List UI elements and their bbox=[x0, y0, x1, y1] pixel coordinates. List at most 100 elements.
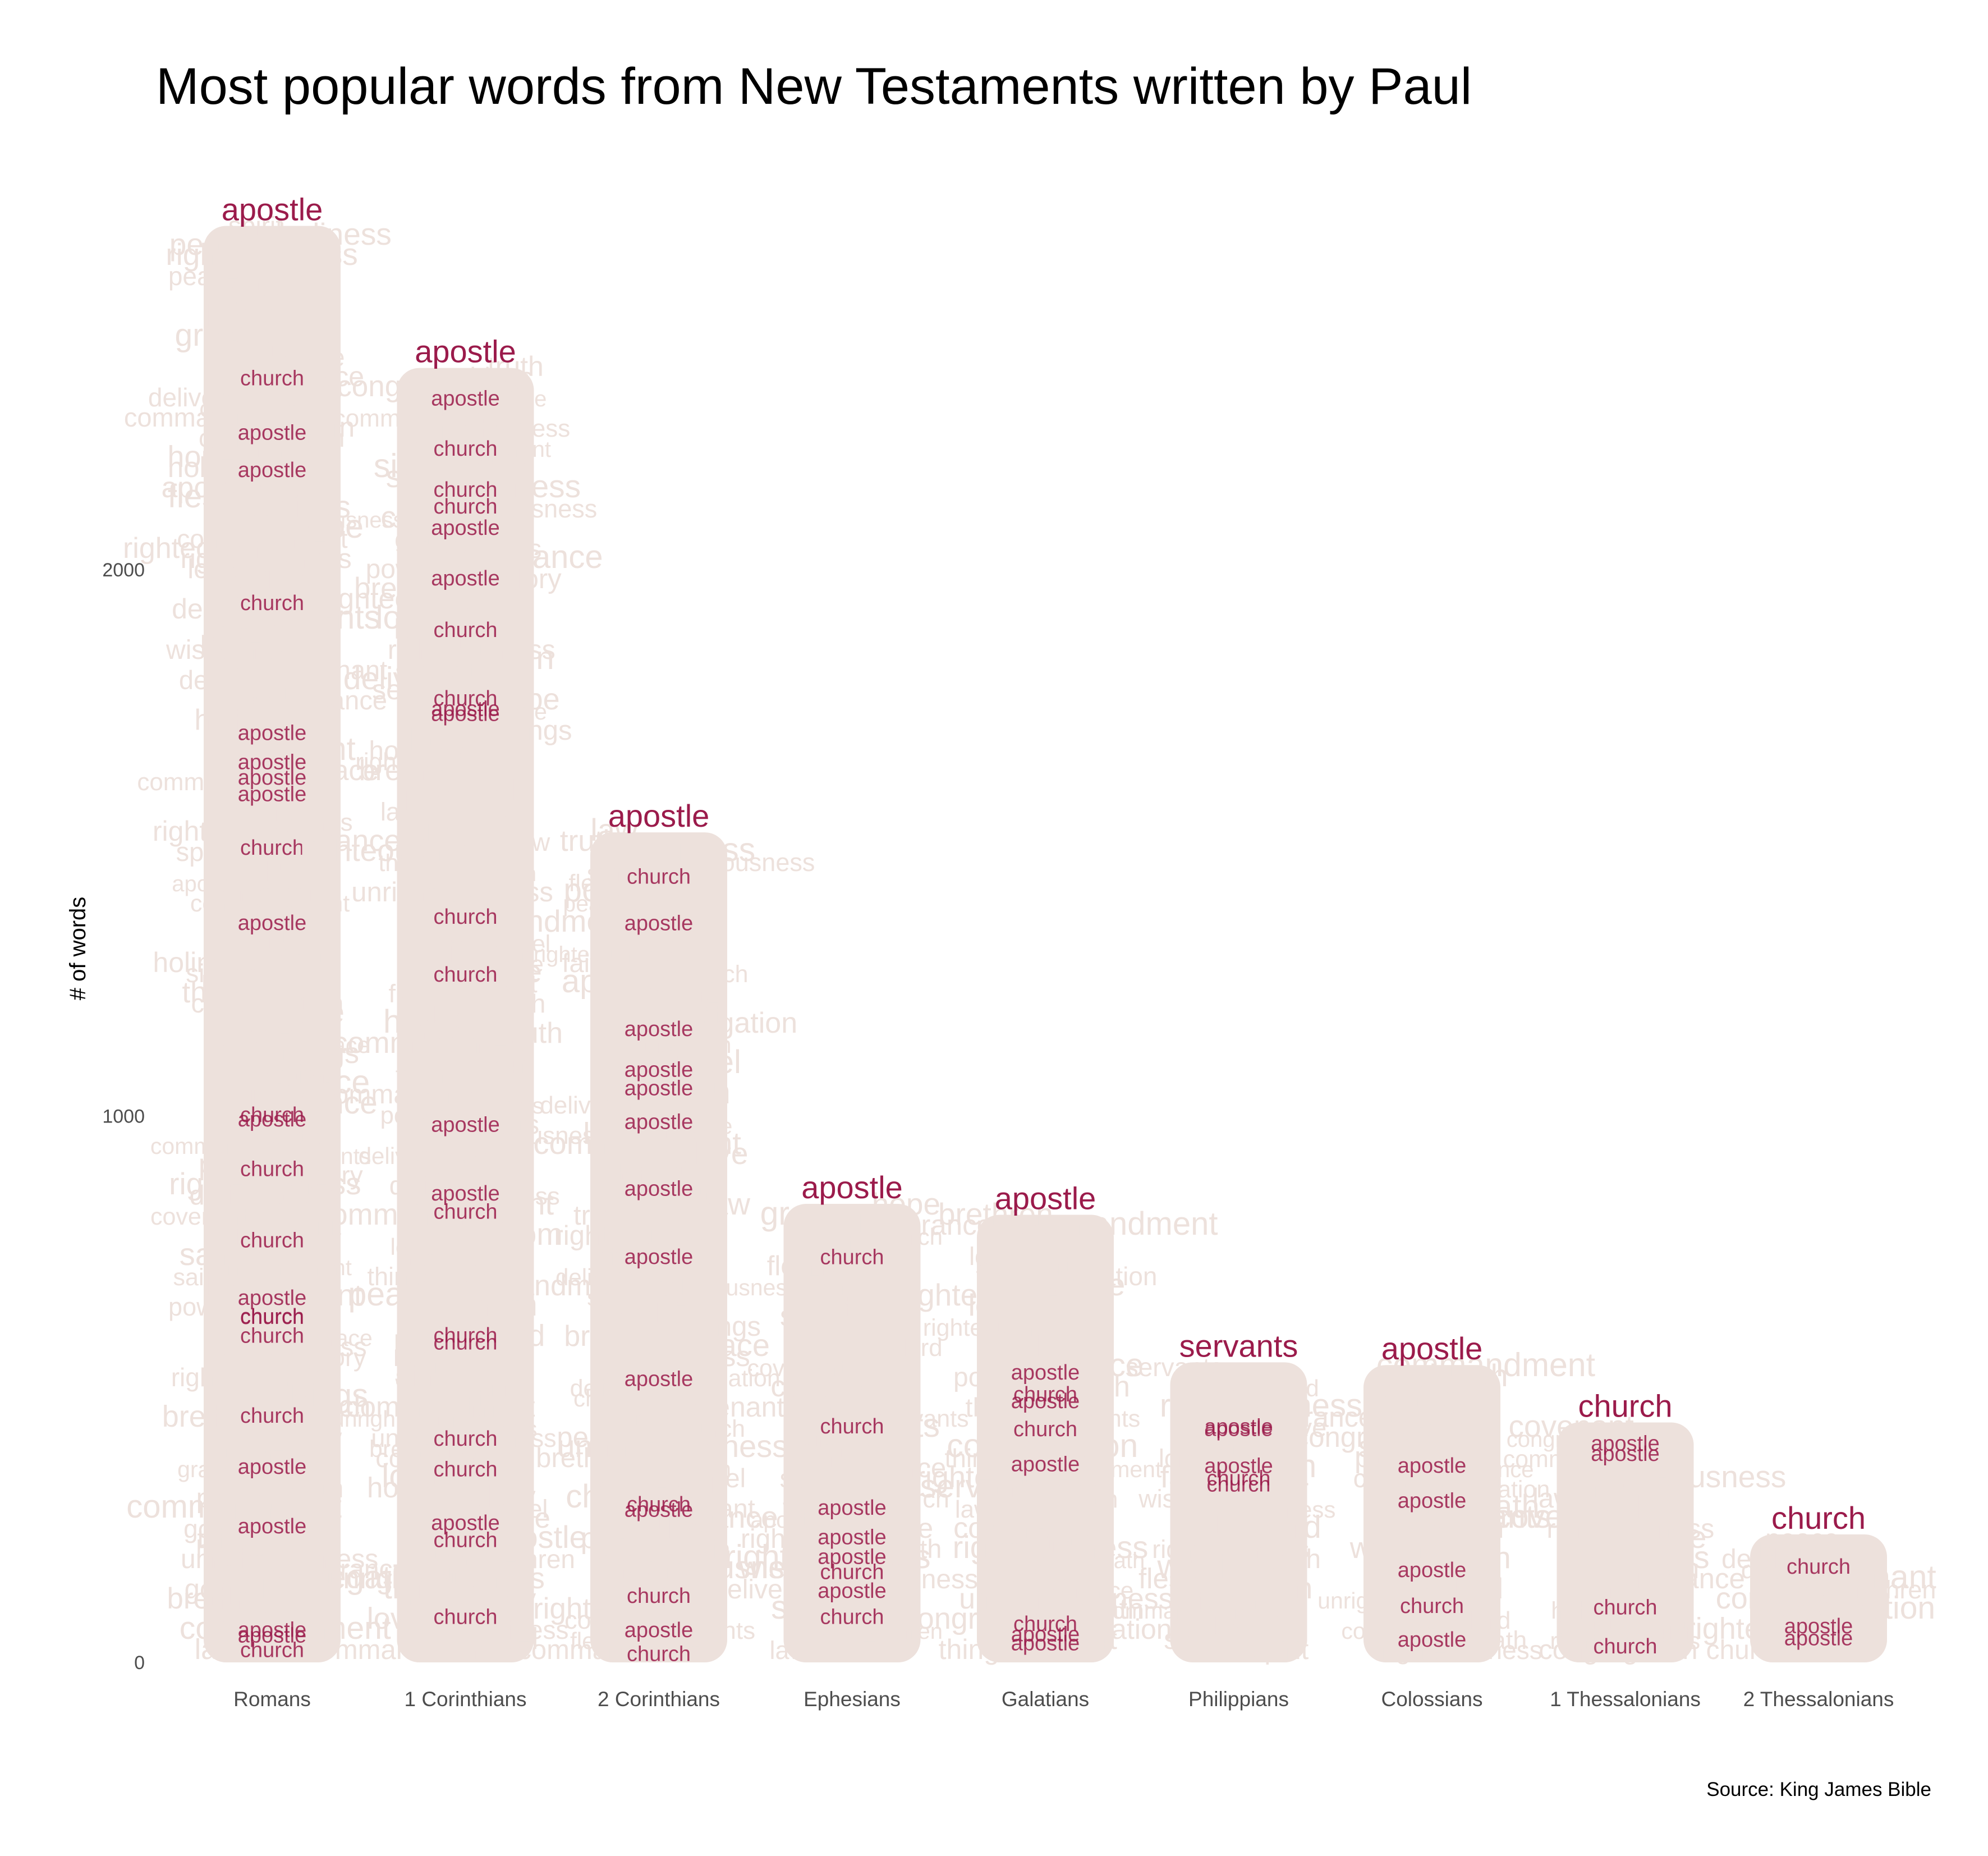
word-mark: holiness bbox=[474, 1615, 569, 1644]
word-mark-highlight: apostle bbox=[625, 1110, 694, 1134]
word-mark: servants bbox=[420, 1309, 532, 1342]
chart-caption: Source: King James Bible bbox=[1706, 1779, 1931, 1800]
word-mark: death bbox=[276, 1474, 343, 1504]
word-mark: glory bbox=[655, 1104, 704, 1129]
word-mark: brethren bbox=[644, 1032, 731, 1058]
word-mark: power bbox=[1033, 1302, 1105, 1331]
word-mark-highlight: church bbox=[433, 687, 497, 711]
word-mark: deliverance bbox=[540, 1092, 666, 1119]
word-mark-highlight: church bbox=[433, 1324, 497, 1348]
word-mark: righteousness bbox=[533, 1592, 718, 1625]
word-mark: spirit bbox=[1629, 1616, 1683, 1644]
word-mark-highlight: apostle bbox=[238, 459, 307, 482]
word-mark: sin bbox=[319, 411, 355, 443]
word-mark: wisdom bbox=[995, 1562, 1092, 1594]
word-mark-highlight: church bbox=[240, 592, 304, 615]
word-mark: law bbox=[393, 1345, 428, 1371]
word-mark: wrath bbox=[1587, 1455, 1649, 1483]
word-mark: lord bbox=[1159, 1444, 1201, 1473]
word-mark: wrath bbox=[1629, 1552, 1700, 1584]
word-mark: righteousness bbox=[355, 748, 509, 776]
word-mark: flesh bbox=[1012, 1407, 1082, 1444]
word-mark: lord bbox=[228, 1504, 272, 1533]
word-mark: servants bbox=[975, 1249, 1086, 1282]
word-mark: covenant bbox=[618, 979, 721, 1008]
word-mark: truth bbox=[1426, 1557, 1472, 1583]
word-mark-highlight: church bbox=[1206, 1473, 1270, 1496]
word-mark: grace bbox=[1779, 1624, 1849, 1655]
word-mark: church bbox=[874, 1484, 949, 1513]
word-mark: commandment bbox=[306, 1635, 488, 1665]
word-mark: lord bbox=[251, 1044, 306, 1080]
word-mark: lord bbox=[1454, 1573, 1503, 1605]
word-mark: unrighteousness bbox=[181, 1545, 378, 1574]
word-mark: things bbox=[197, 1524, 269, 1554]
word-mark: lord bbox=[204, 299, 253, 332]
word-mark: law bbox=[259, 251, 300, 281]
word-mark: deliverance bbox=[1231, 1401, 1374, 1433]
word-mark: apostle bbox=[623, 984, 722, 1019]
word-mark: truth bbox=[889, 1534, 942, 1564]
word-mark: faith bbox=[290, 1606, 337, 1634]
word-mark: righteousness bbox=[741, 1524, 908, 1554]
x-tick-label: Philippians bbox=[1188, 1688, 1289, 1711]
word-mark: deliverance bbox=[246, 824, 401, 858]
word-mark: apostle bbox=[251, 1124, 323, 1149]
word-column: law hopebrethrenhopeservantshopedeliveran… bbox=[712, 1170, 993, 1665]
word-mark: peace bbox=[1765, 1524, 1839, 1554]
word-mark-highlight: church bbox=[433, 1528, 497, 1552]
word-mark: peace bbox=[301, 754, 379, 786]
word-mark: love bbox=[393, 1330, 448, 1363]
word-mark-highlight: apostle bbox=[625, 1245, 694, 1269]
word-mark: grace bbox=[760, 1195, 843, 1232]
word-mark: spirit bbox=[1358, 1430, 1422, 1464]
word-mark: unrighteousness bbox=[1317, 1588, 1486, 1614]
word-mark: covenant bbox=[747, 1355, 845, 1382]
word-mark: lord bbox=[969, 1242, 1011, 1271]
word-mark: lord bbox=[1023, 1423, 1067, 1452]
word-mark: peace bbox=[671, 1114, 732, 1139]
word-mark: commandment bbox=[402, 437, 551, 462]
word-mark: glory bbox=[460, 1035, 527, 1070]
word-mark: things bbox=[281, 1037, 359, 1070]
word-mark: saints bbox=[218, 910, 281, 937]
word-mark: righteousness bbox=[406, 1183, 560, 1210]
word-mark: unrighteousness bbox=[351, 877, 553, 908]
x-tick-label: 1 Corinthians bbox=[404, 1688, 526, 1711]
word-mark: servants bbox=[920, 1468, 1043, 1505]
word-mark: righteousness bbox=[322, 583, 503, 615]
word-mark: unrighteousness bbox=[371, 1424, 556, 1452]
word-mark-highlight: church bbox=[627, 1493, 691, 1516]
word-mark: righteousness bbox=[923, 1314, 1073, 1341]
word-mark: covenant bbox=[426, 1186, 554, 1221]
word-mark: lord bbox=[382, 1458, 437, 1495]
word-mark: gospel bbox=[428, 774, 516, 807]
word-column: churchgraceunrighteousnesstruthcongregat… bbox=[1652, 1500, 1936, 1665]
word-mark: grace bbox=[804, 1423, 871, 1453]
word-mark: covenant bbox=[1341, 1618, 1435, 1644]
word-mark: righteousness bbox=[953, 1529, 1149, 1565]
word-mark: covenant bbox=[380, 499, 506, 534]
word-mark: faith bbox=[276, 1059, 328, 1089]
word-mark: law bbox=[274, 1074, 323, 1111]
word-mark: righteousness bbox=[1152, 1535, 1309, 1564]
word-mark: sin bbox=[597, 1244, 627, 1270]
word-mark: glory bbox=[462, 1296, 533, 1333]
word-mark: things bbox=[483, 1093, 544, 1119]
word-mark: deliverance bbox=[1741, 1556, 1867, 1584]
word-mark: gospel bbox=[1009, 1341, 1091, 1372]
word-mark: righteousness bbox=[388, 635, 555, 665]
word-mark-highlight: church bbox=[1013, 1612, 1077, 1636]
word-mark-highlight: church bbox=[1400, 1594, 1464, 1618]
word-mark: grace bbox=[448, 438, 529, 474]
word-mark: holiness bbox=[194, 704, 301, 736]
word-mark: commandment bbox=[124, 402, 299, 432]
word-mark: hope bbox=[278, 352, 337, 382]
x-axis-ticks: Romans 1 Corinthians 2 Corinthians Ephesian… bbox=[233, 1688, 1894, 1711]
word-mark: righteousness bbox=[915, 1460, 1104, 1494]
word-mark: righteousness bbox=[724, 1538, 930, 1575]
word-mark: saints bbox=[800, 1436, 861, 1462]
bar bbox=[1170, 1362, 1307, 1662]
word-mark: peace bbox=[199, 1148, 278, 1181]
